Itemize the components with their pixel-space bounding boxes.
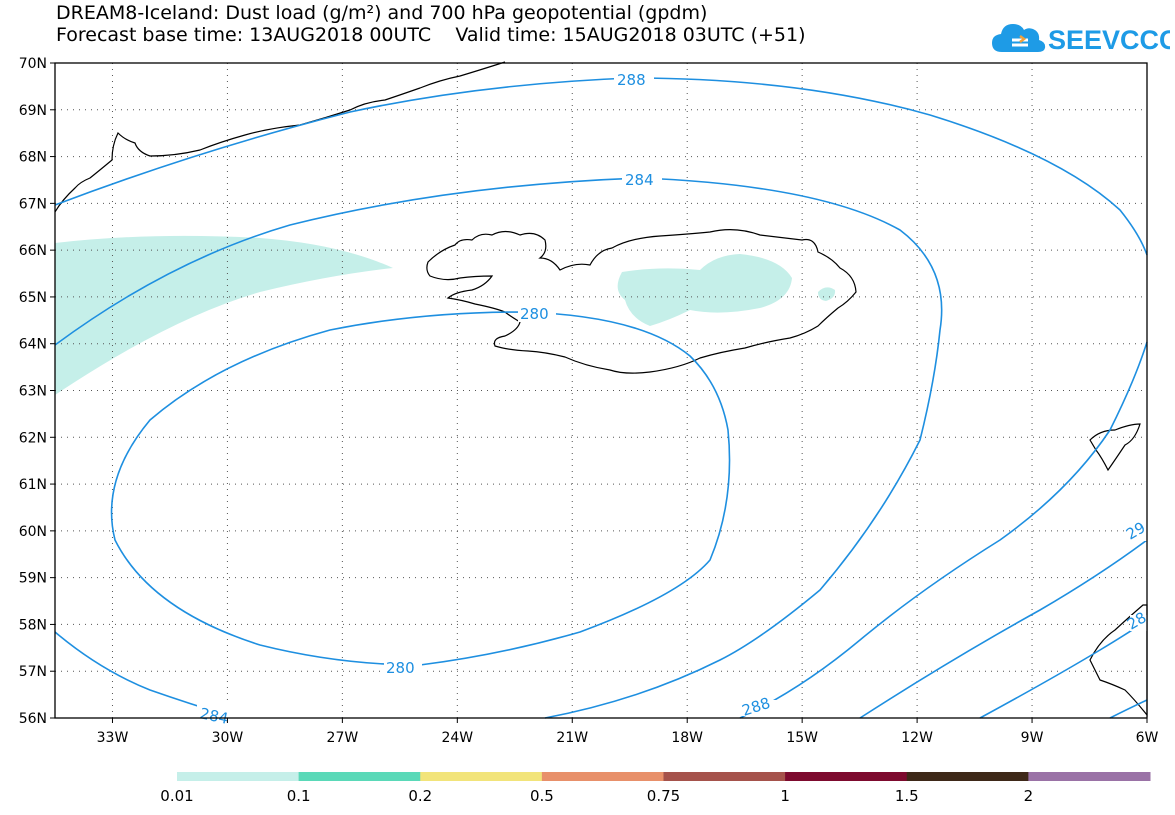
contour-292 xyxy=(859,539,1148,719)
contour-label-280-north: 280 xyxy=(520,305,549,323)
lat-tick-label: 56N xyxy=(19,711,47,727)
legend-label: 0.5 xyxy=(530,787,554,805)
dust-fill-areas xyxy=(55,235,836,395)
lat-tick-label: 59N xyxy=(19,571,47,587)
legend-label: 1.5 xyxy=(895,787,919,805)
faroe-coast xyxy=(1089,423,1141,472)
legend-label: 0.2 xyxy=(408,787,432,805)
legend-swatch xyxy=(298,772,421,781)
lat-tick-label: 58N xyxy=(19,617,47,633)
contour-label-284-north: 284 xyxy=(625,171,654,189)
greenland-coast xyxy=(54,61,506,213)
lon-tick-label: 30W xyxy=(212,730,244,746)
legend-swatch xyxy=(785,772,908,781)
legend-label: 0.01 xyxy=(160,787,193,805)
dust-area-east-spot xyxy=(818,287,836,301)
lat-tick-label: 70N xyxy=(19,56,47,72)
contour-label-288-north: 288 xyxy=(617,71,646,89)
lat-tick-label: 64N xyxy=(19,337,47,353)
legend-swatch xyxy=(541,772,664,781)
seevccc-logo: SEEVCCC xyxy=(992,24,1170,55)
legend-swatch xyxy=(177,772,300,781)
cloud-icon xyxy=(992,24,1046,52)
lat-tick-label: 61N xyxy=(19,477,47,493)
legend-label: 1 xyxy=(780,787,790,805)
longitude-axis: 33W 30W 27W 24W 21W 18W 15W 12W 9W 6W xyxy=(97,718,1159,746)
map-title-line2: Forecast base time: 13AUG2018 00UTC Vali… xyxy=(56,24,806,46)
legend-label: 0.75 xyxy=(647,787,680,805)
contour-300 xyxy=(1109,699,1148,719)
lon-tick-label: 27W xyxy=(327,730,359,746)
lon-tick-label: 24W xyxy=(441,730,473,746)
lon-tick-label: 21W xyxy=(556,730,588,746)
contour-288-south xyxy=(739,341,1148,719)
lat-tick-label: 62N xyxy=(19,430,47,446)
lat-tick-label: 69N xyxy=(19,103,47,119)
lon-tick-label: 6W xyxy=(1136,730,1159,746)
map-title-line1: DREAM8-Iceland: Dust load (g/m²) and 700… xyxy=(56,2,708,24)
logo-text: SEEVCCC xyxy=(1048,25,1170,55)
lat-tick-label: 60N xyxy=(19,524,47,540)
legend-label: 2 xyxy=(1024,787,1034,805)
lat-tick-label: 66N xyxy=(19,243,47,259)
contour-284-north xyxy=(54,177,943,719)
legend-swatch xyxy=(663,772,786,781)
lat-tick-label: 68N xyxy=(19,150,47,166)
legend-swatch xyxy=(1028,772,1151,781)
lat-tick-label: 57N xyxy=(19,664,47,680)
contour-288-north xyxy=(54,77,1148,256)
legend-label: 0.1 xyxy=(287,787,311,805)
latitude-axis: 70N 69N 68N 67N 66N 65N 64N 63N 62N 61N 60N 59N 58N 5… xyxy=(19,56,55,727)
lon-tick-label: 12W xyxy=(901,730,933,746)
contour-label-280-south: 280 xyxy=(386,659,415,677)
lon-tick-label: 9W xyxy=(1021,730,1044,746)
lat-tick-label: 65N xyxy=(19,290,47,306)
dust-area-west xyxy=(55,235,393,395)
lat-tick-label: 63N xyxy=(19,384,47,400)
lat-tick-label: 67N xyxy=(19,196,47,212)
legend-swatch xyxy=(420,772,543,781)
dust-area-iceland-interior xyxy=(617,254,792,326)
contour-label-284-south: 284 xyxy=(198,704,230,728)
lon-tick-label: 33W xyxy=(97,730,129,746)
lon-tick-label: 15W xyxy=(786,730,818,746)
map-gridlines xyxy=(55,63,1147,718)
iceland-coast xyxy=(426,229,857,374)
lon-tick-label: 18W xyxy=(671,730,703,746)
legend-swatch xyxy=(906,772,1029,781)
